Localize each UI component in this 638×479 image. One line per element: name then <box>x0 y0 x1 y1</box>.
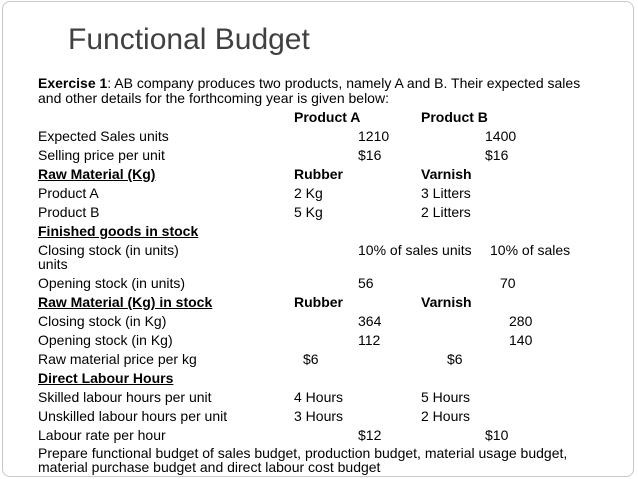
exercise-label: Exercise 1 <box>38 75 108 91</box>
header-product-b: Product B <box>421 109 488 125</box>
rm-price-b: $6 <box>447 351 463 367</box>
raw-material-col-varnish: Varnish <box>421 166 472 182</box>
row-label-sales-units: Expected Sales units <box>38 128 169 144</box>
sales-units-b: 1400 <box>485 128 517 144</box>
closing-units-a: 10% of sales units <box>358 242 472 258</box>
row-label-closing-kg: Closing stock (in Kg) <box>38 313 167 329</box>
section-raw-material-stock: Raw Material (Kg) in stock <box>38 294 213 310</box>
closing-units-wrap: units <box>38 256 68 272</box>
header-product-a: Product A <box>294 109 361 125</box>
instruction-line2: material purchase budget and direct labo… <box>38 459 381 475</box>
raw-stock-col-rubber: Rubber <box>294 294 343 310</box>
row-label-selling-price: Selling price per unit <box>38 147 165 163</box>
sales-units-a: 1210 <box>358 128 390 144</box>
row-label-opening-kg: Opening stock (in Kg) <box>38 332 173 348</box>
skilled-b: 5 Hours <box>421 389 471 405</box>
product-a-varnish: 3 Litters <box>421 185 471 201</box>
rm-price-a: $6 <box>303 351 319 367</box>
section-direct-labour: Direct Labour Hours <box>38 370 174 386</box>
exercise-intro: Exercise 1: AB company produces two prod… <box>38 75 580 92</box>
raw-material-col-rubber: Rubber <box>294 166 343 182</box>
row-label-closing-units: Closing stock (in units) <box>38 242 179 258</box>
exercise-text-line2: and other details for the forthcoming ye… <box>38 90 389 106</box>
selling-price-a: $16 <box>358 147 382 163</box>
labour-rate-a: $12 <box>358 427 382 443</box>
row-label-labour-rate: Labour rate per hour <box>38 427 166 443</box>
row-label-opening-units: Opening stock (in units) <box>38 275 186 291</box>
slide-title: Functional Budget <box>68 23 310 56</box>
product-a-rubber: 2 Kg <box>294 185 323 201</box>
closing-units-b: 10% of sales <box>490 242 571 258</box>
section-raw-material: Raw Material (Kg) <box>38 166 156 182</box>
opening-kg-a: 112 <box>358 332 381 348</box>
product-b-rubber: 5 Kg <box>294 204 323 220</box>
row-label-rm-price: Raw material price per kg <box>38 351 197 367</box>
labour-rate-b: $10 <box>485 427 509 443</box>
opening-units-b: 70 <box>500 275 516 291</box>
opening-units-a: 56 <box>358 275 374 291</box>
instruction-line1: Prepare functional budget of sales budge… <box>38 445 568 461</box>
section-finished-goods: Finished goods in stock <box>38 223 199 239</box>
unskilled-a: 3 Hours <box>294 408 344 424</box>
unskilled-b: 2 Hours <box>421 408 471 424</box>
product-b-varnish: 2 Litters <box>421 204 471 220</box>
row-label-product-a: Product A <box>38 185 99 201</box>
exercise-text-line1: : AB company produces two products, name… <box>107 75 581 91</box>
skilled-a: 4 Hours <box>294 389 344 405</box>
closing-kg-a: 364 <box>358 313 382 329</box>
opening-kg-b: 140 <box>509 332 533 348</box>
row-label-product-b: Product B <box>38 204 100 220</box>
selling-price-b: $16 <box>485 147 509 163</box>
row-label-skilled: Skilled labour hours per unit <box>38 389 212 405</box>
raw-stock-col-varnish: Varnish <box>421 294 472 310</box>
closing-kg-b: 280 <box>509 313 533 329</box>
row-label-unskilled: Unskilled labour hours per unit <box>38 408 228 424</box>
